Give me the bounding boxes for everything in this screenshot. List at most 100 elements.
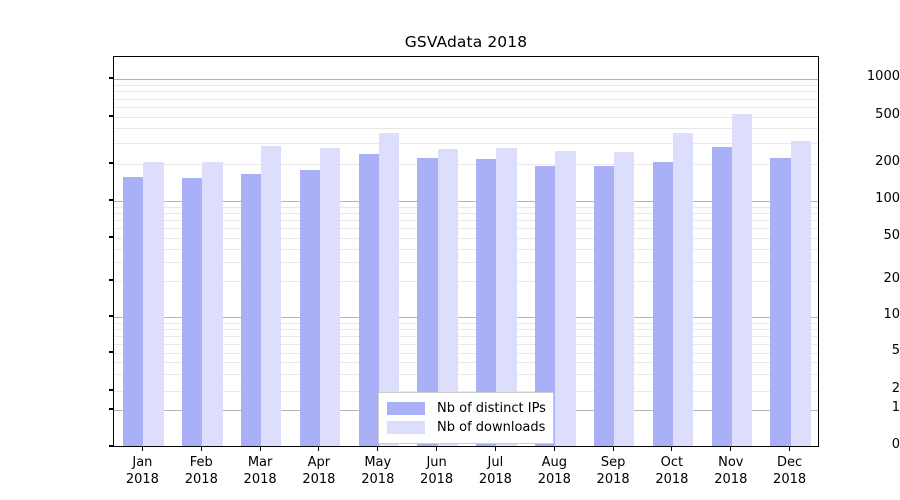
gridline xyxy=(114,91,818,93)
x-tick-label: Jan 2018 xyxy=(97,454,187,488)
bar-downloads xyxy=(496,147,517,446)
x-tick-label: May 2018 xyxy=(333,454,423,488)
legend-label: Nb of distinct IPs xyxy=(437,401,546,416)
legend-item[interactable]: Nb of downloads xyxy=(387,418,546,437)
bar-downloads xyxy=(143,161,164,446)
x-tick-label-month: Aug xyxy=(541,455,567,470)
y-tick-mark xyxy=(109,236,113,238)
bar-distinct-ips xyxy=(476,159,497,446)
y-tick-mark xyxy=(109,389,113,391)
gridline xyxy=(114,343,818,345)
y-tick-label: 5 xyxy=(891,343,900,358)
x-tick-mark xyxy=(730,447,732,451)
y-tick-mark xyxy=(109,408,113,410)
y-tick-label: 500 xyxy=(875,107,900,122)
bar-distinct-ips xyxy=(652,162,673,446)
x-tick-mark xyxy=(494,447,496,451)
y-tick-mark xyxy=(109,77,113,79)
gridline xyxy=(114,98,818,100)
x-tick-mark xyxy=(436,447,438,451)
bar-distinct-ips xyxy=(593,166,615,446)
bar-downloads xyxy=(731,113,753,446)
y-tick-label: 20 xyxy=(883,271,900,286)
y-tick-mark xyxy=(109,279,113,281)
y-tick-label: 1000 xyxy=(866,69,900,84)
x-tick-label-month: Sep xyxy=(600,455,626,470)
y-tick-mark xyxy=(109,315,113,317)
y-tick-label: 1 xyxy=(891,400,900,415)
bar-downloads xyxy=(555,150,576,446)
bar-downloads xyxy=(790,141,811,446)
bar-distinct-ips xyxy=(358,154,379,446)
gridline xyxy=(114,220,818,221)
gridline xyxy=(114,206,818,208)
y-tick-mark xyxy=(109,115,113,117)
gridline xyxy=(114,164,818,165)
bar-distinct-ips xyxy=(299,170,320,446)
x-tick-label-month: Nov xyxy=(718,455,744,470)
y-tick-mark xyxy=(109,445,113,447)
x-tick-mark xyxy=(789,447,791,451)
gridline xyxy=(114,374,818,376)
gridline xyxy=(114,117,818,118)
x-tick-mark xyxy=(318,447,320,451)
x-tick-label-year: 2018 xyxy=(243,472,277,487)
y-tick-label: 10 xyxy=(883,307,900,322)
bar-distinct-ips xyxy=(535,166,556,446)
x-tick-label-month: Jan xyxy=(132,455,153,470)
y-tick-label: 100 xyxy=(875,191,900,206)
gridline xyxy=(114,143,818,145)
bar-distinct-ips xyxy=(711,146,732,446)
x-tick-mark xyxy=(553,447,555,451)
x-tick-label-month: Jul xyxy=(487,455,504,470)
x-tick-label-month: Feb xyxy=(189,455,213,470)
chart-title: GSVAdata 2018 xyxy=(404,33,528,51)
gridline xyxy=(114,212,818,214)
gridline xyxy=(114,201,818,202)
x-tick-label-year: 2018 xyxy=(714,472,748,487)
gridline xyxy=(114,128,818,130)
plot-area xyxy=(113,56,819,447)
x-tick-label: Jul 2018 xyxy=(450,454,540,488)
y-tick-label: 2 xyxy=(891,381,900,396)
x-tick-label-month: May xyxy=(364,455,392,470)
legend-swatch-icon xyxy=(387,421,425,434)
gridline xyxy=(114,228,818,230)
gridline xyxy=(114,238,818,239)
bar-distinct-ips xyxy=(123,176,144,446)
gridline xyxy=(114,317,818,318)
x-tick-mark xyxy=(141,447,143,451)
gridline xyxy=(114,107,818,108)
bar-distinct-ips xyxy=(240,173,262,446)
gridline xyxy=(114,328,818,330)
y-tick-label: 0 xyxy=(891,437,900,452)
x-tick-label-year: 2018 xyxy=(125,472,159,487)
bar-downloads xyxy=(672,133,694,446)
x-tick-label: Jun 2018 xyxy=(392,454,482,488)
x-tick-label-month: Oct xyxy=(660,455,684,470)
y-tick-mark xyxy=(109,162,113,164)
x-tick-label-year: 2018 xyxy=(302,472,336,487)
legend-label: Nb of downloads xyxy=(437,420,546,435)
x-tick-mark xyxy=(671,447,673,451)
gridline xyxy=(114,335,818,337)
x-tick-label: Aug 2018 xyxy=(509,454,599,488)
x-tick-label-year: 2018 xyxy=(478,472,512,487)
bar-downloads xyxy=(378,133,400,446)
bar-downloads xyxy=(437,148,458,446)
gridline xyxy=(114,84,818,86)
x-tick-label-month: Mar xyxy=(247,455,273,470)
x-tick-label-month: Apr xyxy=(307,455,331,470)
y-tick-label: 200 xyxy=(875,154,900,169)
gridline xyxy=(114,281,818,282)
gridline xyxy=(114,362,818,364)
x-tick-mark xyxy=(259,447,261,451)
x-tick-label-year: 2018 xyxy=(184,472,218,487)
gridline xyxy=(114,248,818,250)
x-tick-label-year: 2018 xyxy=(537,472,571,487)
legend-item[interactable]: Nb of distinct IPs xyxy=(387,399,546,418)
bar-downloads xyxy=(261,146,282,446)
bar-downloads xyxy=(614,151,635,446)
x-tick-mark xyxy=(377,447,379,451)
